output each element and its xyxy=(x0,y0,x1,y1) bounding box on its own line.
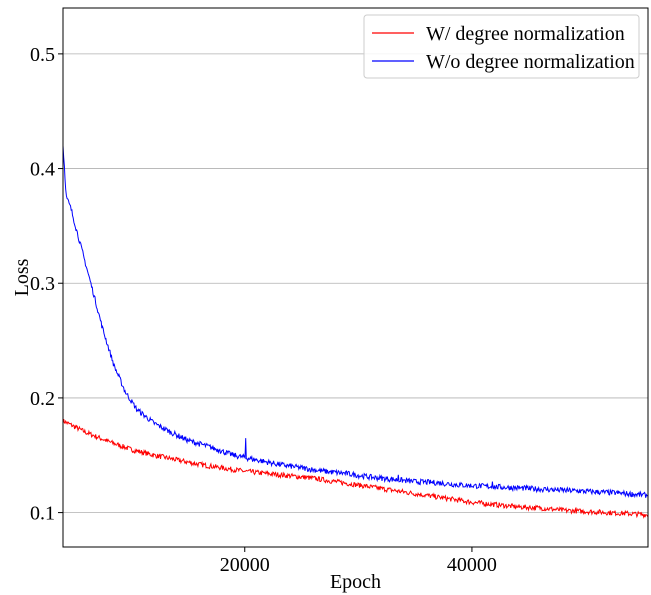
series-layer xyxy=(63,145,648,519)
y-tick-label: 0.5 xyxy=(30,44,55,66)
legend-label: W/o degree normalization xyxy=(426,51,635,73)
legend: W/ degree normalization W/o degree normal… xyxy=(363,14,640,79)
plot-area-frame xyxy=(62,7,649,548)
legend-label: W/ degree normalization xyxy=(426,23,625,45)
grid-lines xyxy=(63,53,648,513)
series-line-2 xyxy=(63,145,648,499)
series-line-1 xyxy=(63,419,648,519)
y-axis-label: Loss xyxy=(11,258,33,296)
y-tick-label: 0.1 xyxy=(30,503,55,525)
y-axis-ticks: 0.1 0.2 0.3 0.4 0.5 xyxy=(30,44,63,525)
x-tick-label: 20000 xyxy=(220,554,270,576)
x-axis-ticks: 20000 40000 xyxy=(220,547,497,576)
legend-box xyxy=(363,14,640,79)
x-axis-label: Epoch xyxy=(330,571,381,593)
y-tick-label: 0.4 xyxy=(30,159,55,181)
y-tick-label: 0.3 xyxy=(30,273,55,295)
x-tick-label: 40000 xyxy=(447,554,497,576)
y-tick-label: 0.2 xyxy=(30,388,55,410)
